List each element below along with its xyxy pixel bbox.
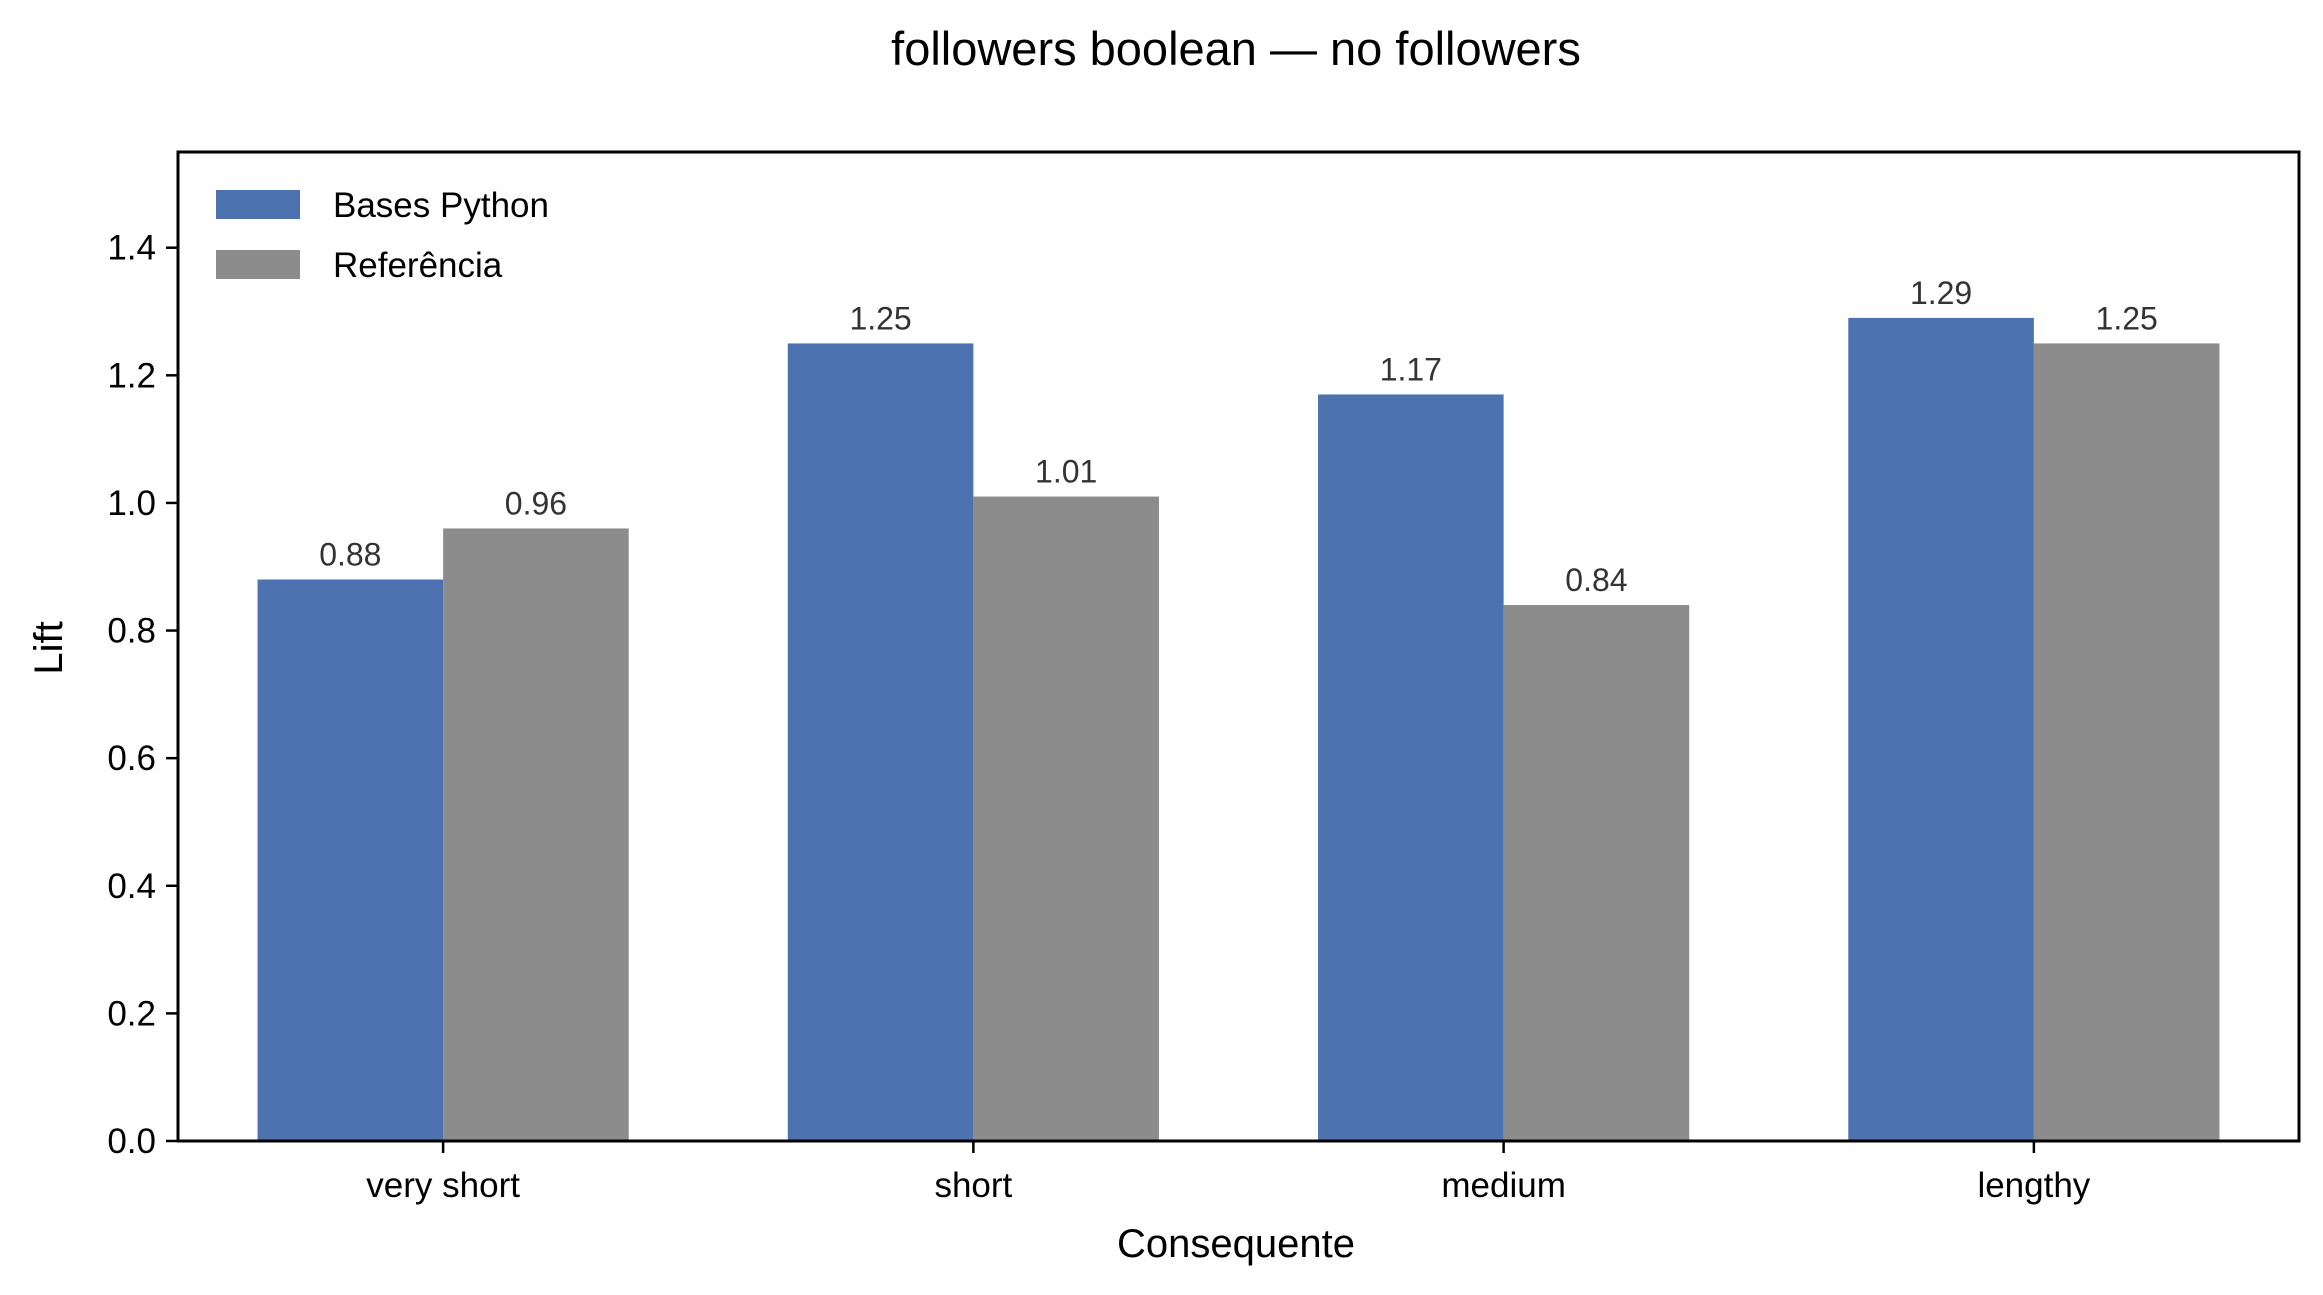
x-tick-label: lengthy <box>1977 1166 2090 1205</box>
y-axis-title: Lift <box>27 621 71 674</box>
legend-label: Referência <box>333 246 503 285</box>
bar <box>973 496 1159 1142</box>
x-axis-title: Consequente <box>1117 1222 1355 1266</box>
bar-value-label: 1.25 <box>2096 300 2158 336</box>
bar <box>257 579 444 1141</box>
bar-value-label: 1.01 <box>1035 454 1097 490</box>
x-tick-label: short <box>934 1166 1012 1205</box>
legend: Bases Python Referência <box>216 186 549 285</box>
legend-swatch <box>216 190 300 219</box>
bar <box>2033 343 2220 1142</box>
x-tick-label: very short <box>366 1166 520 1205</box>
bar-value-label: 1.29 <box>1910 275 1972 311</box>
bar-value-label: 0.96 <box>505 485 567 521</box>
x-axis: very short short medium lengthy <box>366 1141 2091 1205</box>
y-tick-label: 0.6 <box>107 739 156 778</box>
bar-value-label: 1.25 <box>849 300 911 336</box>
bar <box>787 343 974 1142</box>
y-tick-label: 1.4 <box>107 229 156 268</box>
bar <box>1848 317 2034 1142</box>
bar-value-label: 0.88 <box>319 537 381 573</box>
chart-title: followers boolean — no followers <box>891 22 1581 75</box>
bar <box>1503 605 1690 1141</box>
bar-value-label: 1.17 <box>1380 351 1442 387</box>
data-labels-group: 0.88 1.25 1.17 1.29 0.96 1.01 0.84 1.25 <box>319 275 2158 598</box>
y-tick-label: 0.4 <box>107 867 156 906</box>
bars-group <box>257 317 2220 1142</box>
y-tick-label: 1.0 <box>107 484 156 523</box>
y-axis: 0.0 0.2 0.4 0.6 0.8 1.0 1.2 1.4 <box>107 229 178 1161</box>
plot-area-frame <box>176 150 2301 1143</box>
y-tick-label: 0.0 <box>107 1122 156 1161</box>
bar-value-label: 0.84 <box>1565 562 1627 598</box>
x-tick-label: medium <box>1441 1166 1565 1205</box>
bar <box>1318 394 1504 1142</box>
y-tick-label: 0.2 <box>107 994 156 1033</box>
y-tick-label: 0.8 <box>107 612 156 651</box>
legend-swatch <box>216 250 300 279</box>
bar <box>443 528 629 1141</box>
legend-label: Bases Python <box>333 186 549 225</box>
y-tick-label: 1.2 <box>107 356 156 395</box>
